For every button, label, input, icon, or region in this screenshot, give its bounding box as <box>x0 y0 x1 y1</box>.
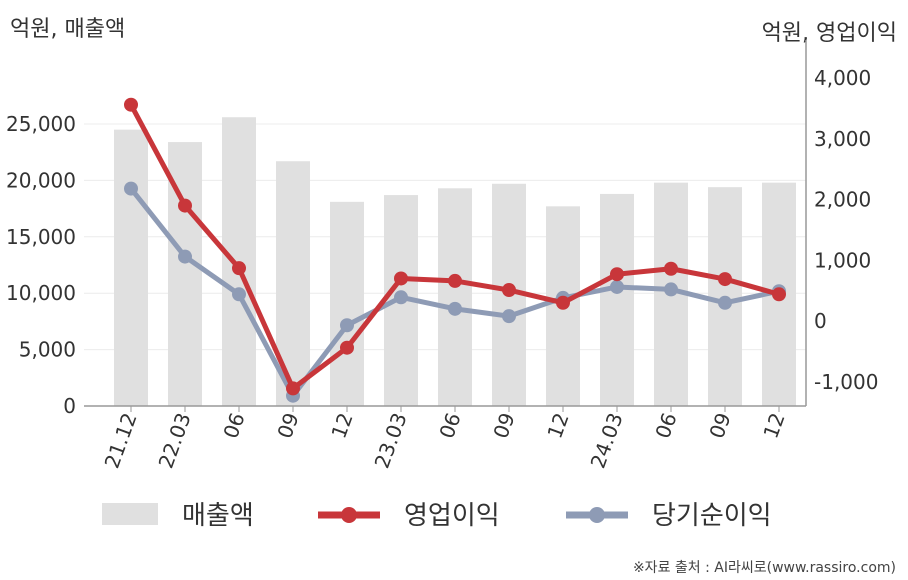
operating-profit-point-6 <box>448 273 462 288</box>
right-tick-label-4: 3,000 <box>814 127 871 151</box>
net-profit-point-0 <box>124 181 138 196</box>
left-tick-label-5: 25,000 <box>6 112 76 136</box>
legend-swatch-operating-dot <box>341 507 357 523</box>
legend-label-net: 당기순이익 <box>652 501 772 531</box>
right-axis-unit-label: 억원, 영업이익 <box>762 21 897 46</box>
right-tick-label-1: 0 <box>814 309 827 333</box>
right-tick-label-0: -1,000 <box>814 370 878 394</box>
axes <box>84 40 807 412</box>
revenue-bar-21.12-0 <box>114 129 148 406</box>
revenue-bar-06-6 <box>438 188 472 406</box>
net-profit-point-10 <box>664 282 678 297</box>
legend-label-revenue: 매출액 <box>182 501 254 531</box>
operating-profit-point-8 <box>556 295 570 310</box>
net-profit-point-5 <box>394 290 408 305</box>
operating-profit-point-0 <box>124 97 138 112</box>
profit-lines <box>124 97 786 403</box>
legend-swatch-net-dot <box>589 507 605 523</box>
left-axis-ticks: 0 5,000 10,000 15,000 20,000 25,000 <box>6 112 76 418</box>
x-tick-label-12: 12 <box>758 410 789 442</box>
operating-profit-point-9 <box>610 267 624 282</box>
x-tick-label-1: 22.03 <box>154 410 196 472</box>
legend-swatch-revenue <box>102 503 158 525</box>
source-note: ※자료 출처 : AI라씨로(www.rassiro.com) <box>633 560 896 576</box>
x-tick-label-5: 23.03 <box>370 410 412 472</box>
x-tick-label-2: 06 <box>218 410 249 442</box>
x-tick-label-0: 21.12 <box>100 410 142 472</box>
revenue-bar-12-4 <box>330 201 364 406</box>
operating-profit-point-1 <box>178 198 192 213</box>
left-tick-label-2: 10,000 <box>6 281 76 305</box>
legend: 매출액 영업이익 당기순이익 <box>102 501 772 531</box>
operating-profit-point-3 <box>286 381 300 396</box>
operating-profit-point-12 <box>772 287 786 302</box>
x-axis-ticks: 21.12 22.03 06 09 12 23.03 06 09 12 24.03 06 09 12 <box>100 410 790 472</box>
net-profit-point-1 <box>178 249 192 264</box>
operating-profit-point-11 <box>718 272 732 287</box>
operating-profit-point-5 <box>394 271 408 286</box>
revenue-bars <box>114 117 796 407</box>
x-tick-label-11: 09 <box>704 410 735 442</box>
left-tick-label-4: 20,000 <box>6 168 76 192</box>
left-tick-label-0: 0 <box>63 394 76 418</box>
operating-profit-point-2 <box>232 261 246 276</box>
left-axis-unit-label: 억원, 매출액 <box>10 17 125 42</box>
operating-profit-point-4 <box>340 340 354 355</box>
right-tick-label-5: 4,000 <box>814 66 871 90</box>
x-tick-label-6: 06 <box>434 410 465 442</box>
x-tick-label-8: 12 <box>542 410 573 442</box>
right-tick-label-3: 2,000 <box>814 188 871 212</box>
right-tick-label-2: 1,000 <box>814 248 871 272</box>
net-profit-point-11 <box>718 295 732 310</box>
right-axis-ticks: -1,000 0 1,000 2,000 3,000 4,000 <box>814 66 878 394</box>
operating-profit-point-10 <box>664 261 678 276</box>
net-profit-point-9 <box>610 279 624 294</box>
net-profit-point-6 <box>448 301 462 316</box>
net-profit-point-7 <box>502 309 516 324</box>
x-tick-label-10: 06 <box>650 410 681 442</box>
operating-profit-point-7 <box>502 283 516 298</box>
left-tick-label-1: 5,000 <box>19 338 76 362</box>
revenue-bar-24.03-9 <box>600 193 634 406</box>
x-tick-label-4: 12 <box>326 410 357 442</box>
net-profit-point-4 <box>340 318 354 333</box>
legend-label-operating: 영업이익 <box>404 501 500 531</box>
x-tick-label-9: 24.03 <box>586 410 628 472</box>
net-profit-point-2 <box>232 287 246 302</box>
x-tick-label-3: 09 <box>272 410 303 442</box>
x-tick-label-7: 09 <box>488 410 519 442</box>
left-tick-label-3: 15,000 <box>6 225 76 249</box>
